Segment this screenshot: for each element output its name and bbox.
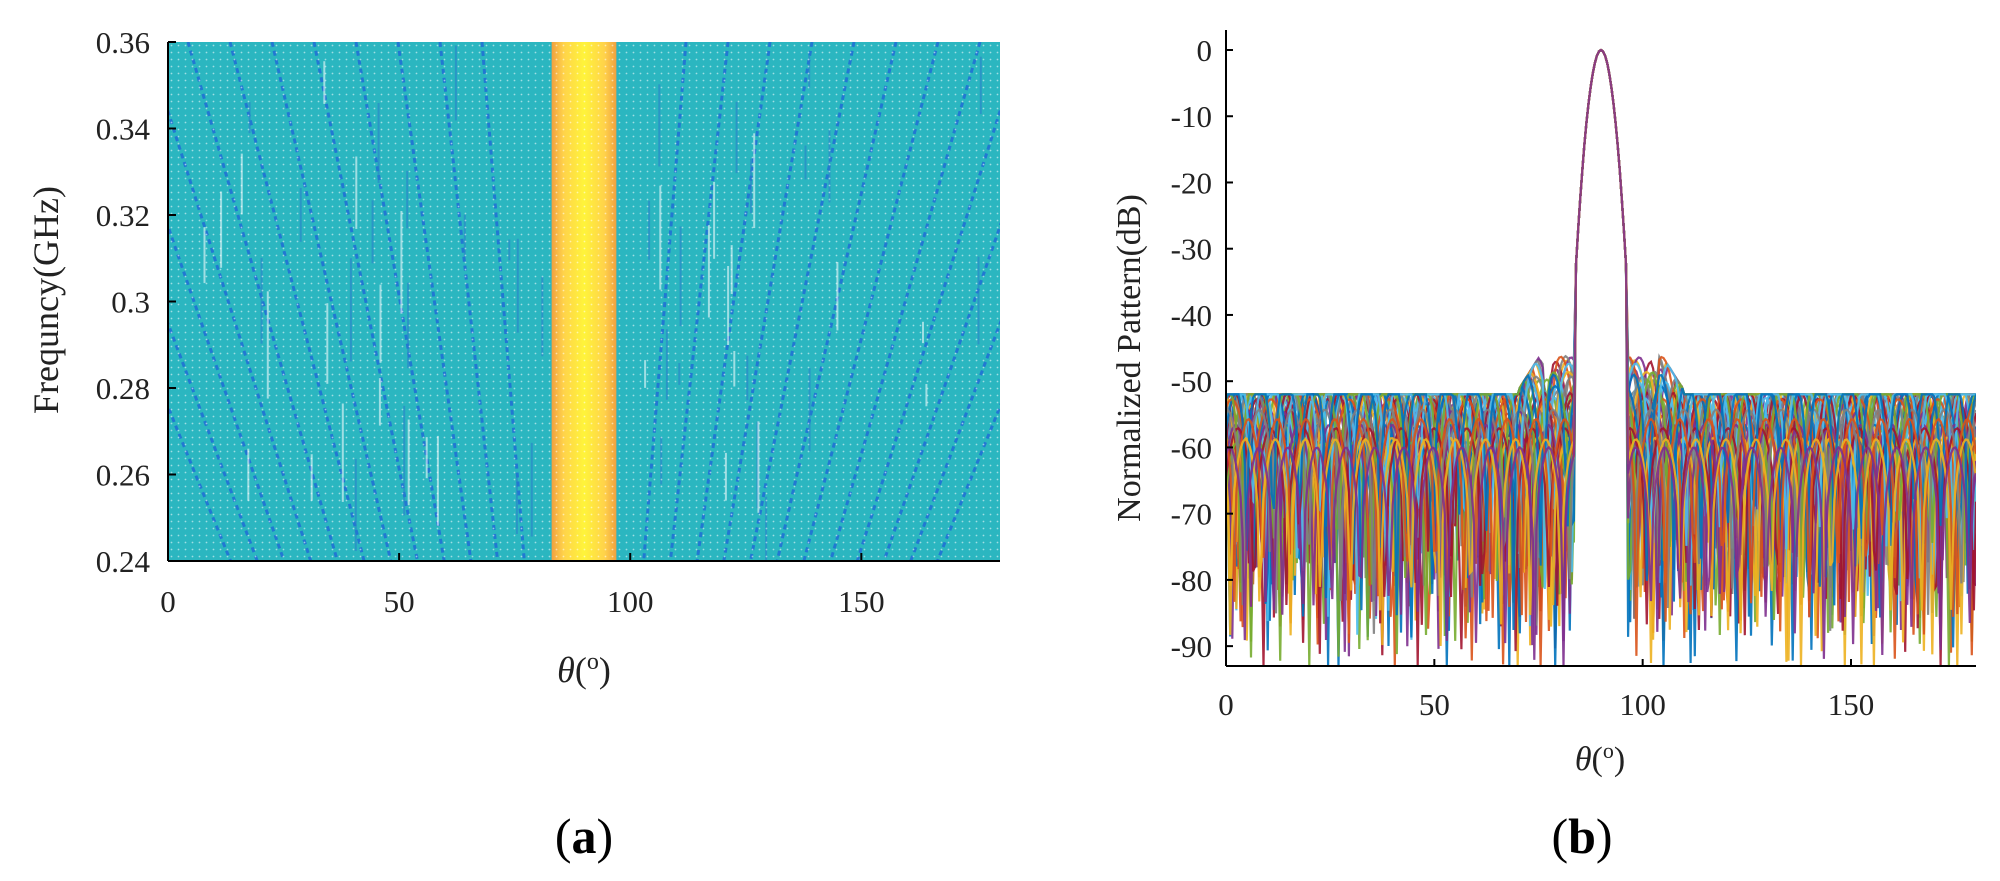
- chart-b-x-tick-label: 150: [1828, 687, 1875, 722]
- chart-b-y-tick-label: -30: [1171, 232, 1212, 267]
- chart-a-y-tick-label: 0.32: [96, 198, 150, 233]
- chart-b-y-tick-label: -80: [1171, 563, 1212, 598]
- chart-a-x-tick-label: 0: [160, 584, 176, 619]
- chart-b-y-tick-label: -90: [1171, 629, 1212, 664]
- chart-a-x-tick-label: 50: [384, 584, 415, 619]
- chart-b-x-tick-label: 0: [1218, 687, 1234, 722]
- chart-a-x-tick-label: 150: [838, 584, 885, 619]
- chart-b-y-tick-label: 0: [1197, 33, 1213, 68]
- chart-a-ylabel: Frequncy(GHz): [26, 186, 66, 414]
- pattern-lines: [1226, 48, 1976, 666]
- chart-a-y-tick-label: 0.36: [96, 25, 150, 60]
- panel-label-a: (a): [555, 808, 613, 864]
- chart-a-y-tick-label: 0.28: [96, 371, 150, 406]
- heatmap-plot-area: [168, 42, 1000, 561]
- pattern-series: [1226, 48, 1976, 666]
- chart-b-y-tick-label: -50: [1171, 364, 1212, 399]
- chart-b-y-tick-label: -20: [1171, 165, 1212, 200]
- chart-a-xlabel: θ(o): [557, 649, 611, 690]
- chart-a-y-tick-label: 0.3: [111, 285, 150, 320]
- chart-b-xlabel: θ(o): [1575, 738, 1625, 779]
- pattern-series: [1226, 48, 1976, 666]
- chart-a-y-tick-label: 0.24: [96, 544, 151, 579]
- chart-b-axes: 0 50 100 150 0 -10 -20 -30 -40 -50 -60 -70 -80 -90: [1171, 30, 1976, 722]
- chart-b-y-tick-label: -60: [1171, 430, 1212, 465]
- chart-a-axes: 0 50 100 150 0.24 0.26 0.28 0.3 0.32 0.34 0.36: [96, 25, 1000, 619]
- chart-a: 0 50 100 150 0.24 0.26 0.28 0.3 0.32 0.34 0.36 Fre…: [26, 25, 1000, 864]
- chart-b-x-tick-label: 100: [1619, 687, 1666, 722]
- chart-a-y-tick-label: 0.26: [96, 458, 150, 493]
- chart-b-x-tick-label: 50: [1419, 687, 1450, 722]
- chart-b-y-tick-label: -70: [1171, 497, 1212, 532]
- chart-b-y-tick-label: -10: [1171, 99, 1212, 134]
- chart-b-ylabel: Normalized Pattern(dB): [1111, 194, 1148, 522]
- chart-b: 0 50 100 150 0 -10 -20 -30 -40 -50 -60 -70 -80 -90 No…: [1111, 30, 1976, 864]
- chart-a-y-tick-label: 0.34: [96, 112, 151, 147]
- chart-b-y-tick-label: -40: [1171, 298, 1212, 333]
- heatmap-dot-texture: [168, 42, 1000, 561]
- chart-a-x-tick-label: 100: [607, 584, 654, 619]
- panel-label-b: (b): [1551, 808, 1612, 864]
